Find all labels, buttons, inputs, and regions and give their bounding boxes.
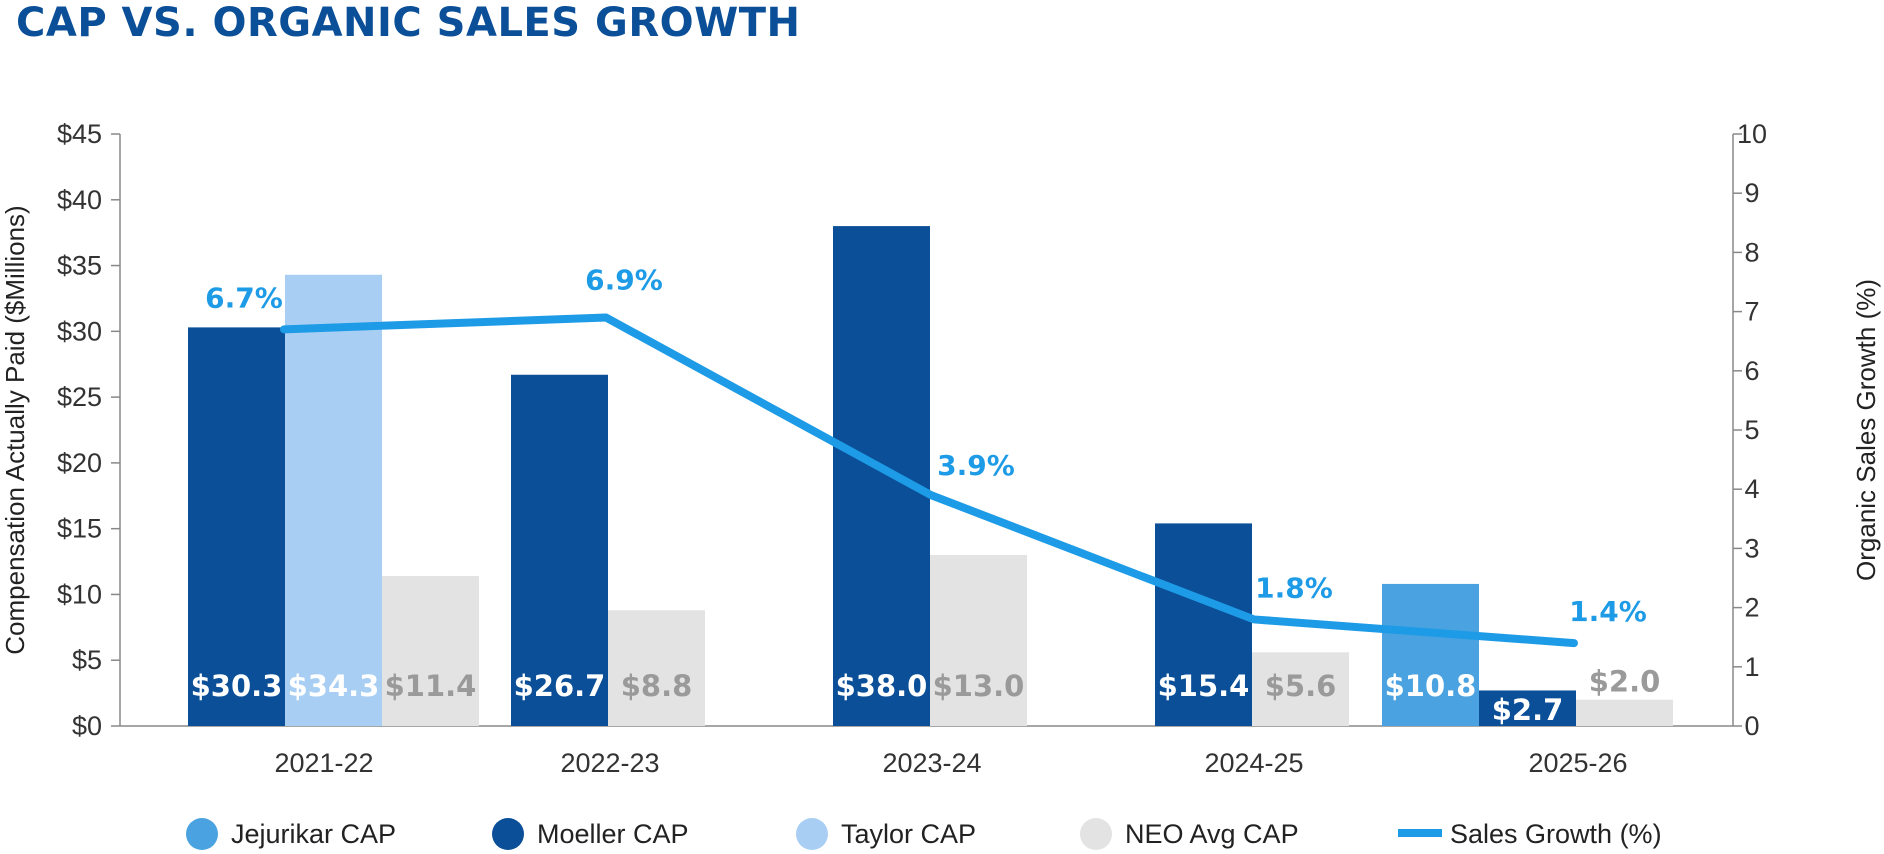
bar-data-label: $34.3 xyxy=(288,669,380,703)
y-tick-label: $20 xyxy=(57,448,102,478)
bar-data-label: $11.4 xyxy=(385,669,477,703)
bar xyxy=(608,610,705,726)
y2-tick-label: 9 xyxy=(1744,178,1759,208)
y2-tick-label: 3 xyxy=(1744,533,1759,563)
sales-growth-label: 1.8% xyxy=(1255,571,1333,604)
bar xyxy=(1252,652,1349,726)
bar-data-label: $2.0 xyxy=(1589,665,1661,699)
x-tick-label: 2025-26 xyxy=(1528,748,1627,778)
bar-data-label: $15.4 xyxy=(1158,669,1250,703)
bar xyxy=(285,274,382,726)
legend-swatch xyxy=(1398,829,1442,837)
y2-tick-label: 0 xyxy=(1744,711,1759,741)
y2-tick-label: 10 xyxy=(1737,119,1767,149)
bar xyxy=(930,554,1027,726)
x-tick-label: 2024-25 xyxy=(1204,748,1303,778)
bar-data-label: $26.7 xyxy=(514,669,606,703)
bar-data-label: $10.8 xyxy=(1385,669,1477,703)
bar xyxy=(1576,699,1673,726)
y2-tick-label: 8 xyxy=(1744,237,1759,267)
bar xyxy=(1382,583,1479,726)
y-tick-label: $10 xyxy=(57,579,102,609)
bar xyxy=(382,576,479,726)
y2-tick-label: 2 xyxy=(1744,593,1759,623)
y2-tick-label: 1 xyxy=(1744,652,1759,682)
x-tick-label: 2021-22 xyxy=(274,748,373,778)
legend-label: Sales Growth (%) xyxy=(1450,819,1662,849)
legend-swatch xyxy=(492,818,524,850)
sales-growth-label: 3.9% xyxy=(937,449,1015,482)
y-tick-label: $5 xyxy=(72,645,102,675)
y-tick-label: $15 xyxy=(57,514,102,544)
y2-axis-title: Organic Sales Growth (%) xyxy=(1851,279,1881,581)
x-tick-label: 2022-23 xyxy=(560,748,659,778)
y-tick-label: $30 xyxy=(57,316,102,346)
bar-data-label: $2.7 xyxy=(1492,693,1564,727)
sales-growth-label: 1.4% xyxy=(1569,595,1647,628)
chart-line: 6.7% 6.9% 3.9% 1.8% 1.4% xyxy=(205,264,1647,648)
legend-label: NEO Avg CAP xyxy=(1125,819,1299,849)
chart-bars xyxy=(188,226,1673,727)
y-tick-label: $45 xyxy=(57,119,102,149)
sales-growth-label: 6.9% xyxy=(585,264,663,297)
y-tick-label: $0 xyxy=(72,711,102,741)
bar xyxy=(1155,523,1252,726)
y2-tick-label: 5 xyxy=(1744,415,1759,445)
legend-swatch xyxy=(796,818,828,850)
legend-swatch xyxy=(1080,818,1112,850)
chart-bar-labels: $30.3 $34.3 $11.4 $26.7 $8.8 $38.0 $13.0 $15.4 $… xyxy=(191,665,1661,727)
legend-swatch xyxy=(186,818,218,850)
y-tick-label: $25 xyxy=(57,382,102,412)
chart-legend: Jejurikar CAP Moeller CAP Taylor CAP NEO Av… xyxy=(186,818,1662,850)
y2-tick-label: 7 xyxy=(1744,297,1759,327)
legend-label: Moeller CAP xyxy=(537,819,689,849)
y2-tick-label: 6 xyxy=(1744,356,1759,386)
bar xyxy=(188,327,285,726)
y-tick-label: $35 xyxy=(57,251,102,281)
sales-growth-label: 6.7% xyxy=(205,281,283,314)
legend-label: Taylor CAP xyxy=(841,819,976,849)
y-tick-label: $40 xyxy=(57,185,102,215)
y2-tick-label: 4 xyxy=(1744,474,1759,504)
y-axis-title: Compensation Actually Paid ($Millions) xyxy=(0,205,30,654)
bar xyxy=(511,374,608,726)
bar-data-label: $30.3 xyxy=(191,669,283,703)
bar-data-label: $5.6 xyxy=(1265,669,1337,703)
x-tick-label: 2023-24 xyxy=(882,748,981,778)
bar xyxy=(833,226,930,727)
chart-title: CAP VS. ORGANIC SALES GROWTH xyxy=(16,0,801,46)
bar-data-label: $38.0 xyxy=(836,669,928,703)
bar-data-label: $13.0 xyxy=(933,669,1025,703)
bar xyxy=(1479,690,1576,726)
legend-label: Jejurikar CAP xyxy=(231,819,396,849)
bar-data-label: $8.8 xyxy=(621,669,693,703)
